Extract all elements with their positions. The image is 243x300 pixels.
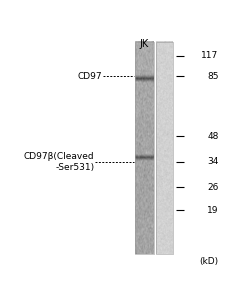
Text: 34: 34: [207, 158, 219, 166]
Text: 26: 26: [207, 183, 219, 192]
Text: 48: 48: [207, 132, 219, 141]
Text: (kD): (kD): [200, 257, 219, 266]
Text: 19: 19: [207, 206, 219, 215]
Text: CD97β(Cleaved: CD97β(Cleaved: [24, 152, 94, 161]
Text: -Ser531): -Ser531): [55, 163, 94, 172]
Bar: [135, 42, 154, 254]
Bar: [156, 42, 173, 254]
Text: 85: 85: [207, 72, 219, 81]
Text: 117: 117: [201, 51, 219, 60]
Text: JK: JK: [140, 40, 149, 50]
Text: CD97: CD97: [77, 72, 102, 81]
